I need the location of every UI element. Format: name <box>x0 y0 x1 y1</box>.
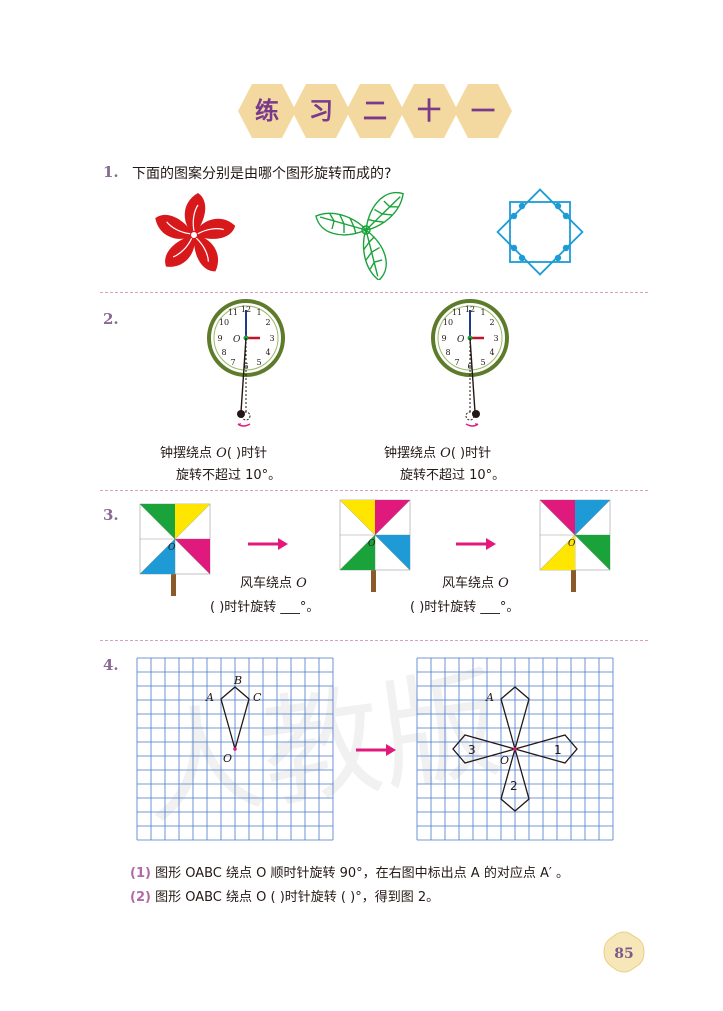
title-char: 练 <box>255 96 279 125</box>
clock-number: 4 <box>265 348 270 357</box>
clock-number: 12 <box>241 305 251 314</box>
clock-number: 1 <box>256 308 261 317</box>
title-char: 一 <box>471 96 495 125</box>
clock-number: 11 <box>452 308 462 317</box>
clock-number: 10 <box>443 318 453 327</box>
question-number: 3. <box>103 506 119 524</box>
title-hexagon <box>292 84 350 138</box>
q2-left-caption: 钟摆绕点 O( )时针 <box>160 446 268 461</box>
title-char: 十 <box>417 96 441 125</box>
page-number: 85 <box>614 946 633 962</box>
clock-number: 7 <box>230 358 235 367</box>
q3-left-caption-line2: ( )时针旋转 ___°。 <box>210 600 320 615</box>
pinwheel-right: O <box>539 499 611 592</box>
arrow-icon <box>456 538 496 550</box>
center-label: O <box>233 335 241 345</box>
clock-number: 5 <box>480 358 485 367</box>
kite-figure-left: A B C O <box>205 674 262 765</box>
question-text: 下面的图案分别是由哪个图形旋转而成的? <box>132 166 392 182</box>
clock-number: 4 <box>489 348 494 357</box>
point-label: O <box>500 754 509 767</box>
clock-number: 2 <box>265 318 270 327</box>
pendulum-clock-left: 12 1 2 3 4 5 6 7 8 9 10 11 O <box>207 299 285 427</box>
section-divider <box>100 292 648 293</box>
section-divider <box>100 490 648 491</box>
pinwheel-left: O <box>139 503 211 596</box>
clock-number: 1 <box>480 308 485 317</box>
q2-left-caption-line2: 旋转不超过 10°。 <box>176 468 282 483</box>
center-label: O <box>568 539 576 549</box>
center-label: O <box>168 543 176 553</box>
q4-subquestion-1: (1) 图形 OABC 绕点 O 顺时针旋转 90°，在右图中标出点 A 的对应… <box>130 866 569 881</box>
point-label: C <box>253 691 262 704</box>
figure-number: 3 <box>468 743 476 757</box>
point-label: A <box>205 691 214 704</box>
q3-right-caption-line2: ( )时针旋转 ___°。 <box>410 600 520 615</box>
clock-number: 5 <box>256 358 261 367</box>
arrow-icon <box>248 538 288 550</box>
title-char: 二 <box>363 96 387 125</box>
section-divider <box>100 640 648 641</box>
figure-number: 2 <box>510 779 518 793</box>
pendulum-clock-right: 12 1 2 3 4 5 6 7 8 9 10 11 O <box>431 299 509 427</box>
question-number: 1. <box>103 163 119 181</box>
clock-number: 3 <box>269 334 274 343</box>
title-hexagon <box>400 84 458 138</box>
q3-left-caption: 风车绕点 O <box>240 576 307 591</box>
point-label: B <box>233 674 242 687</box>
question-number: 2. <box>103 310 119 328</box>
center-label: O <box>457 335 465 345</box>
arrow-icon <box>356 744 396 756</box>
clock-number: 3 <box>493 334 498 343</box>
q2-right-caption-line2: 旋转不超过 10°。 <box>400 468 506 483</box>
clock-number: 8 <box>221 348 226 357</box>
clock-number: 10 <box>219 318 229 327</box>
clock-number: 2 <box>489 318 494 327</box>
kite-figure-right: A O 1 2 3 <box>452 686 578 812</box>
q4-subquestion-2: (2) 图形 OABC 绕点 O ( )时针旋转 ( )°，得到图 2。 <box>130 890 440 905</box>
figure-number: 1 <box>554 743 562 757</box>
grid-left <box>136 657 334 841</box>
q3-right-caption: 风车绕点 O <box>442 576 509 591</box>
point-label: A <box>485 691 494 704</box>
exercise-title: 练 习 二 十 一 <box>238 82 514 140</box>
question-number: 4. <box>103 656 119 674</box>
title-hexagon <box>238 84 296 138</box>
center-label: O <box>368 539 376 549</box>
clock-number: 8 <box>445 348 450 357</box>
page-number-badge: 85 <box>603 931 645 973</box>
clock-number: 12 <box>465 305 475 314</box>
clock-number: 11 <box>228 308 238 317</box>
point-label: O <box>223 752 232 765</box>
q2-right-caption: 钟摆绕点 O( )时针 <box>384 446 492 461</box>
octagon-squares-figure <box>496 188 584 276</box>
pinwheel-middle: O <box>339 499 411 592</box>
clock-number: 7 <box>454 358 459 367</box>
title-hexagon <box>454 84 512 138</box>
three-leaf-figure <box>315 191 404 280</box>
title-char: 习 <box>309 96 333 125</box>
bauhinia-flower-figure <box>155 193 236 272</box>
clock-number: 9 <box>217 334 222 343</box>
title-hexagon <box>346 84 404 138</box>
clock-number: 9 <box>441 334 446 343</box>
